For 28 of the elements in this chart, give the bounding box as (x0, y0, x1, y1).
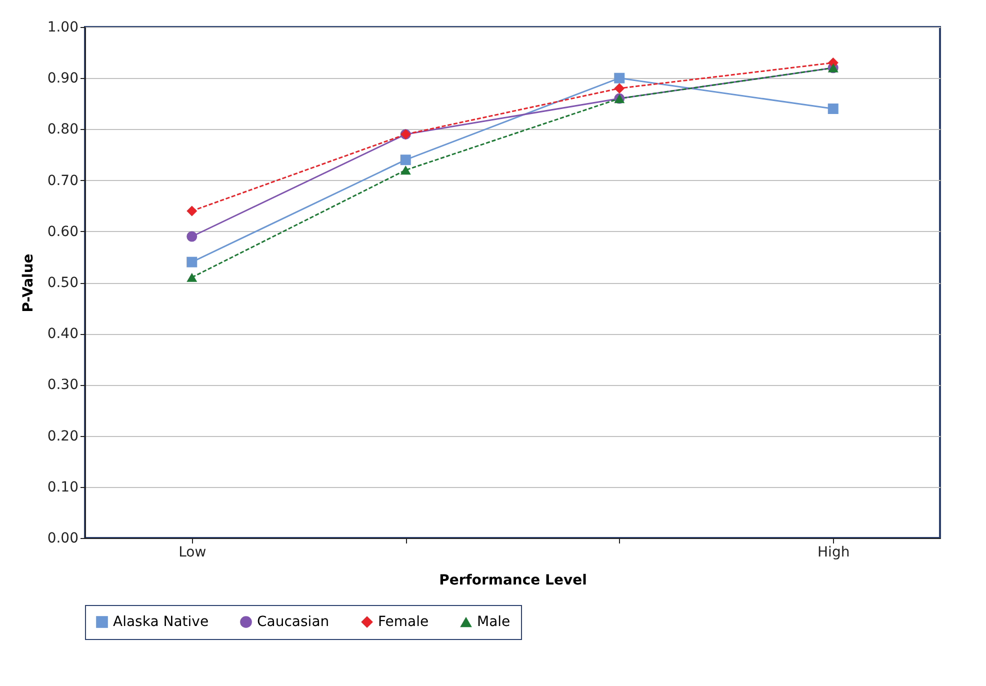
x-tick-label: High (818, 544, 850, 560)
legend-label: Caucasian (257, 614, 330, 630)
y-axis-title: P-Value (20, 254, 36, 312)
legend-label: Female (378, 614, 429, 630)
point (186, 256, 198, 268)
x-tick-label: Low (178, 544, 206, 560)
point (400, 154, 411, 166)
point (828, 104, 838, 114)
point (186, 206, 198, 216)
point (614, 83, 625, 94)
y-tick-label: 0.50 (47, 275, 78, 291)
y-tick-label: 0.40 (47, 326, 78, 342)
legend-label: Male (477, 614, 510, 630)
y-tick-label: 0.00 (47, 530, 78, 546)
y-tick-label: 0.90 (47, 70, 78, 87)
point (186, 231, 198, 242)
y-tick-label: 0.10 (47, 479, 78, 496)
y-tick-label: 0.70 (47, 172, 78, 189)
point (614, 72, 625, 84)
legend-label: Alaska Native (113, 614, 209, 630)
y-tick-label: 0.30 (47, 377, 78, 394)
point (186, 272, 198, 282)
y-tick-label: 1.00 (47, 20, 78, 36)
point (400, 166, 411, 175)
y-tick-label: 0.60 (47, 224, 78, 240)
y-tick-label: 0.80 (47, 122, 78, 138)
x-axis-title: Performance Level (439, 572, 587, 588)
y-tick-label: 0.20 (47, 428, 78, 444)
